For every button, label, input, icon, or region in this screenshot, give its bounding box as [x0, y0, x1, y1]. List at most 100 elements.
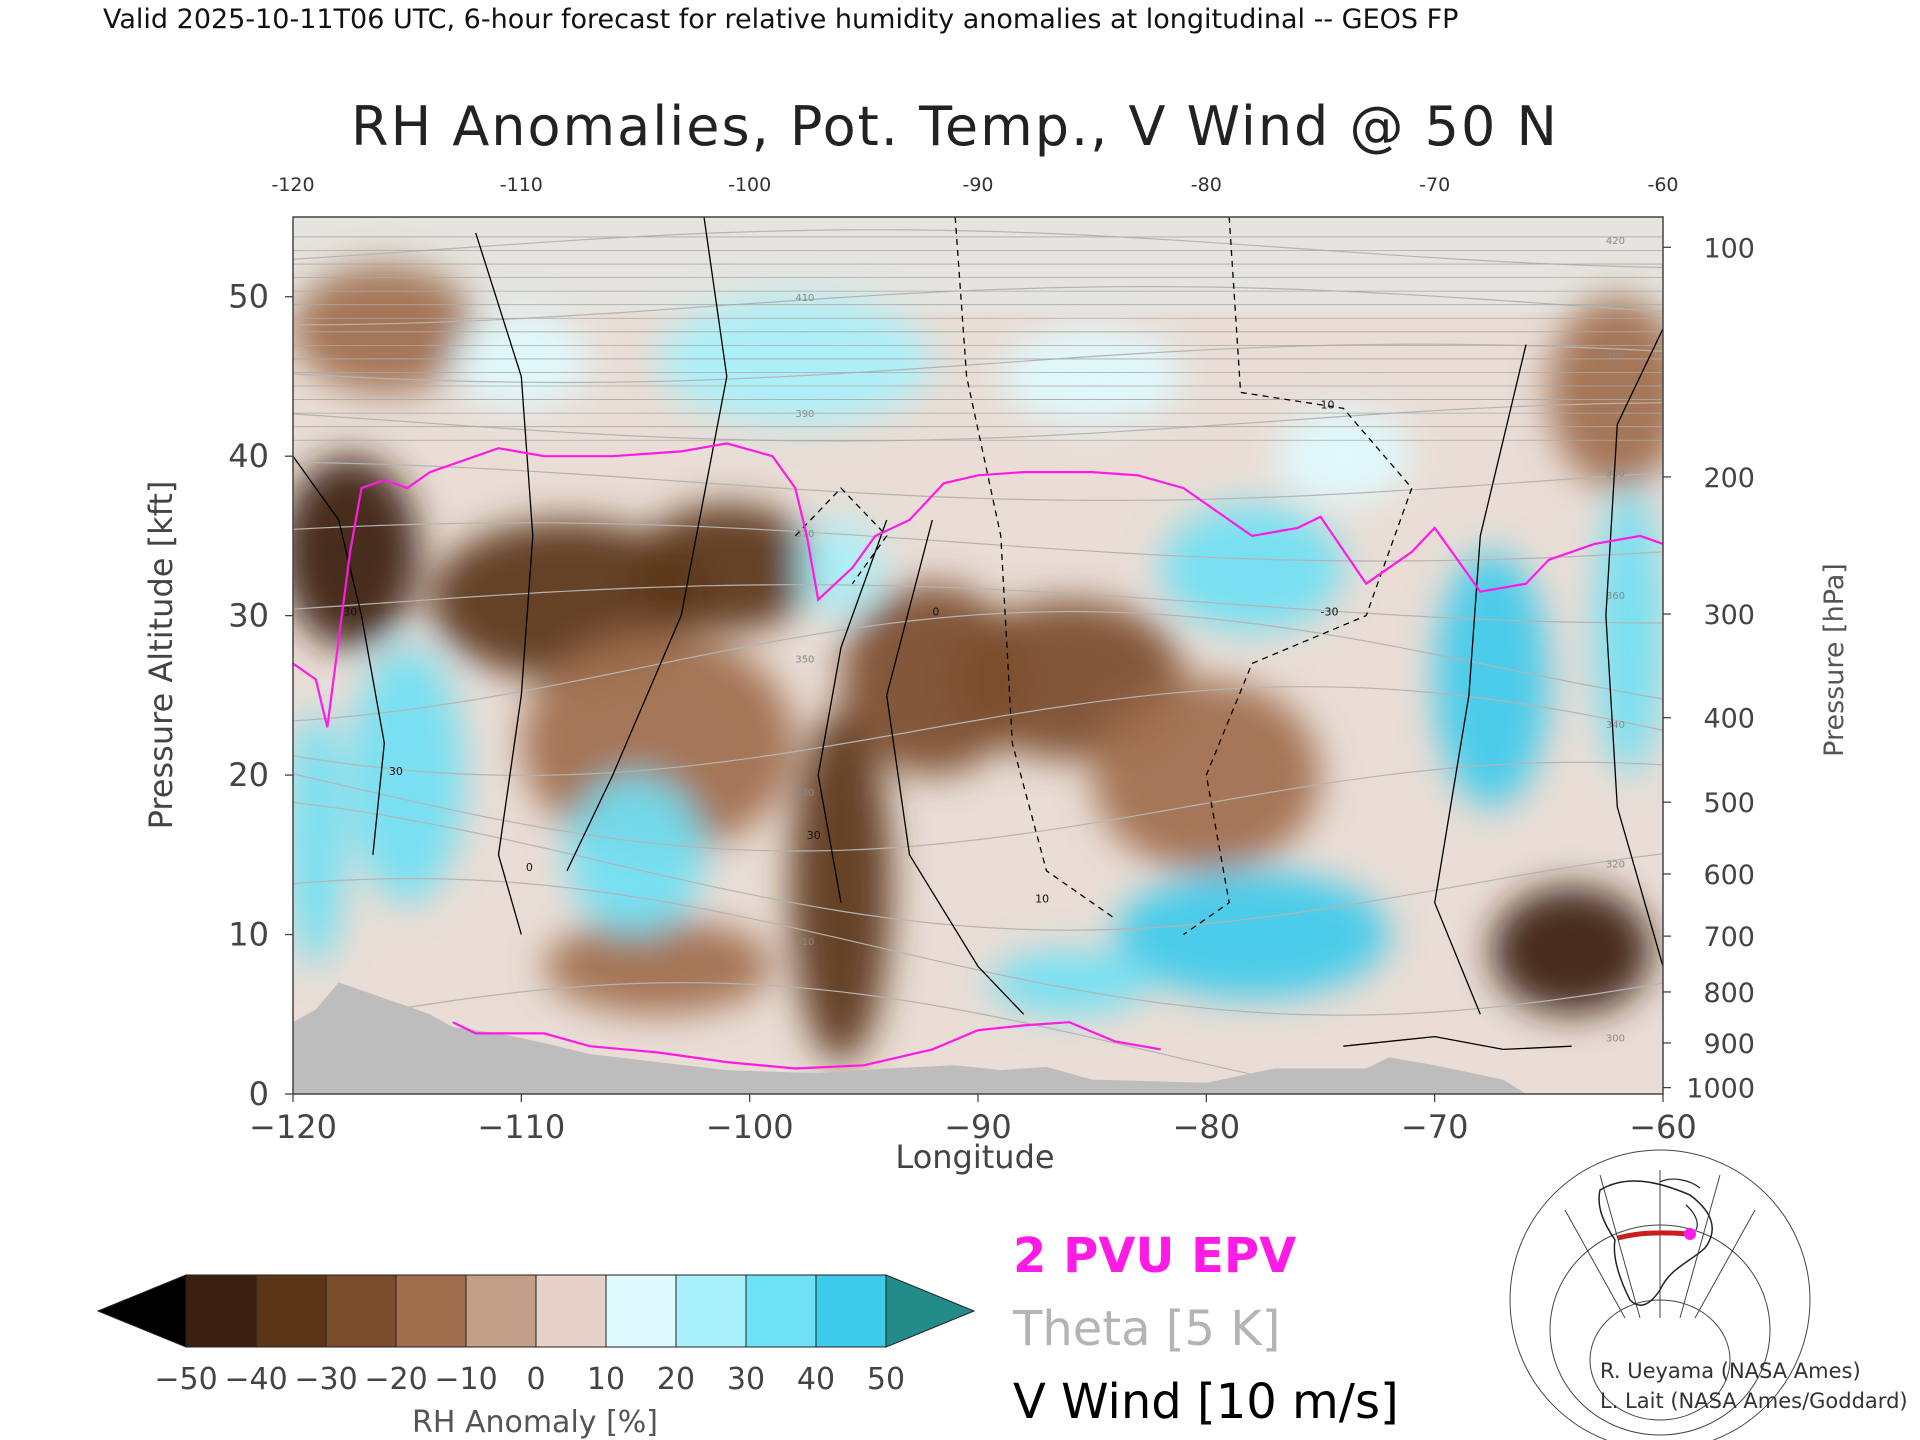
colorbar-swatch-7: [675, 1274, 747, 1348]
pressure-tick-label-8: 900: [1703, 1029, 1755, 1060]
theta-label-420: 420: [1606, 236, 1625, 247]
inset-map-marker: [1684, 1228, 1696, 1240]
top-tick-label-4: -80: [1191, 174, 1222, 196]
legend-epv: 2 PVU EPV: [1013, 1228, 1296, 1284]
theta-contour-420: [293, 229, 1663, 268]
y-tick-label-5: 50: [228, 278, 269, 316]
colorbar-swatch-0: [185, 1274, 257, 1348]
rh-blob-22: [1000, 328, 1184, 425]
rh-blob-15: [1115, 870, 1389, 999]
rh-blob-16: [989, 950, 1150, 1015]
top-tick-label-1: -110: [500, 174, 543, 196]
rh-blob-10: [1548, 296, 1663, 489]
y-axis-pressure: 100 200 300 400 500 600 700 800 900 1000: [1663, 233, 1755, 1105]
y2-axis-label: Pressure [hPa]: [1819, 563, 1850, 757]
colorbar-over-arrow: [885, 1274, 976, 1348]
pressure-tick-label-6: 700: [1703, 922, 1755, 953]
rh-blob-14: [567, 775, 704, 935]
v-wind-contour-8: [1434, 344, 1527, 1015]
v-wind-label-6: 10: [1321, 398, 1335, 411]
top-tick-label-6: -60: [1647, 174, 1678, 196]
v-wind-label-2: 30: [389, 765, 403, 778]
rh-blob-21: [658, 296, 933, 425]
colorbar-under-arrow: [96, 1274, 187, 1348]
rh-blob-5: [841, 583, 1024, 776]
pressure-tick-label-5: 600: [1703, 860, 1755, 891]
v-wind-label-5: -30: [1321, 606, 1339, 619]
colorbar-swatch-4: [465, 1274, 537, 1348]
colorbar-tick-label-8: 30: [727, 1362, 765, 1397]
inset-map-track: [1617, 1230, 1689, 1241]
theta-label-410: 410: [795, 293, 814, 304]
x-axis-label: Longitude: [895, 1138, 1054, 1176]
rh-blob-2: [635, 504, 819, 632]
colorbar-tick-label-3: −20: [364, 1362, 427, 1397]
v-wind-contour-4: [886, 519, 1025, 1015]
colorbar-swatch-1: [255, 1274, 327, 1348]
colorbar-tick-label-4: −10: [434, 1362, 497, 1397]
rh-blob-12: [350, 647, 465, 903]
rh-blob-17: [1434, 551, 1549, 807]
v-wind-label-1: 30: [343, 606, 357, 619]
rh-blob-9: [1491, 886, 1652, 1015]
colorbar-tick-label-6: 10: [587, 1362, 625, 1397]
theta-label-310: 310: [795, 937, 814, 948]
theta-label-340: 340: [1606, 720, 1625, 731]
v-wind-contour-2: [566, 217, 728, 872]
theta-contour-360: [293, 584, 1663, 624]
theta-label-380: 380: [1606, 469, 1625, 480]
rh-anomaly-field: [293, 264, 1663, 1063]
colorbar-tick-label-1: −40: [224, 1362, 287, 1397]
rh-blob-13: [293, 711, 346, 967]
v-wind-contour-7: [794, 487, 888, 585]
credit-line-2: L. Lait (NASA Ames/Goddard): [1600, 1389, 1908, 1413]
rh-blob-19: [1160, 504, 1344, 632]
theta-contour-370: [293, 522, 1663, 562]
tropopause-2pvu-line: [293, 442, 1663, 728]
pressure-tick-label-2: 300: [1703, 600, 1755, 631]
pressure-tick-label-7: 800: [1703, 978, 1755, 1009]
rh-blob-11: [293, 264, 476, 393]
colorbar-tick-label-7: 20: [657, 1362, 695, 1397]
y-tick-label-4: 40: [228, 437, 269, 475]
top-tick-label-2: -100: [728, 174, 771, 196]
y-tick-label-0: 0: [249, 1075, 269, 1113]
chart-title: RH Anomalies, Pot. Temp., V Wind @ 50 N: [351, 95, 1559, 158]
theta-label-370: 370: [795, 529, 814, 540]
y-axis-label: Pressure Altitude [kft]: [142, 481, 180, 830]
theta-contour-330: [293, 761, 1663, 852]
pressure-tick-label-3: 400: [1703, 704, 1755, 735]
top-tick-label-3: -90: [962, 174, 993, 196]
v-wind-label-7: 30: [807, 829, 821, 842]
v-wind-contour-0: [293, 455, 385, 855]
theta-contour-340: [293, 686, 1663, 777]
x-tick-label-6: −60: [1629, 1108, 1697, 1146]
top-longitude-axis: -120 -110 -100 -90 -80 -70 -60: [271, 174, 1678, 196]
theta-label-300: 300: [1606, 1033, 1625, 1044]
rh-blob-0: [293, 456, 419, 648]
y-axis-kft: 0 10 20 30 40 50: [228, 278, 293, 1113]
theta-contour-320: [293, 801, 1663, 931]
colorbar-tick-label-0: −50: [154, 1362, 217, 1397]
v-wind-contour-1: [475, 232, 534, 935]
theta-contour-300: [293, 982, 1354, 1094]
theta-label-390: 390: [795, 409, 814, 420]
theta-label-400: 400: [1606, 351, 1625, 362]
colorbar-swatch-6: [605, 1274, 677, 1348]
v-wind-contour-9: [1605, 328, 1663, 967]
v-wind-contour-5: [954, 217, 1116, 920]
theta-label-360: 360: [1606, 591, 1625, 602]
north-america-globe-inset-map: [1509, 1149, 1811, 1440]
theta-label-320: 320: [1606, 860, 1625, 871]
rh-blob-23: [1274, 408, 1412, 505]
theta-label-350: 350: [795, 655, 814, 666]
x-axis: −120 −110 −100 −90 −80 −70 −60: [249, 1094, 1697, 1146]
credit-line-1: R. Ueyama (NASA Ames): [1600, 1359, 1861, 1383]
colorbar-tick-label-5: 0: [526, 1362, 545, 1397]
rh-blob-8: [544, 918, 773, 1015]
rh-blob-24: [452, 312, 590, 409]
colorbar-swatch-2: [325, 1274, 397, 1348]
y-tick-label-2: 20: [228, 756, 269, 794]
colorbar-swatch-9: [815, 1274, 887, 1348]
